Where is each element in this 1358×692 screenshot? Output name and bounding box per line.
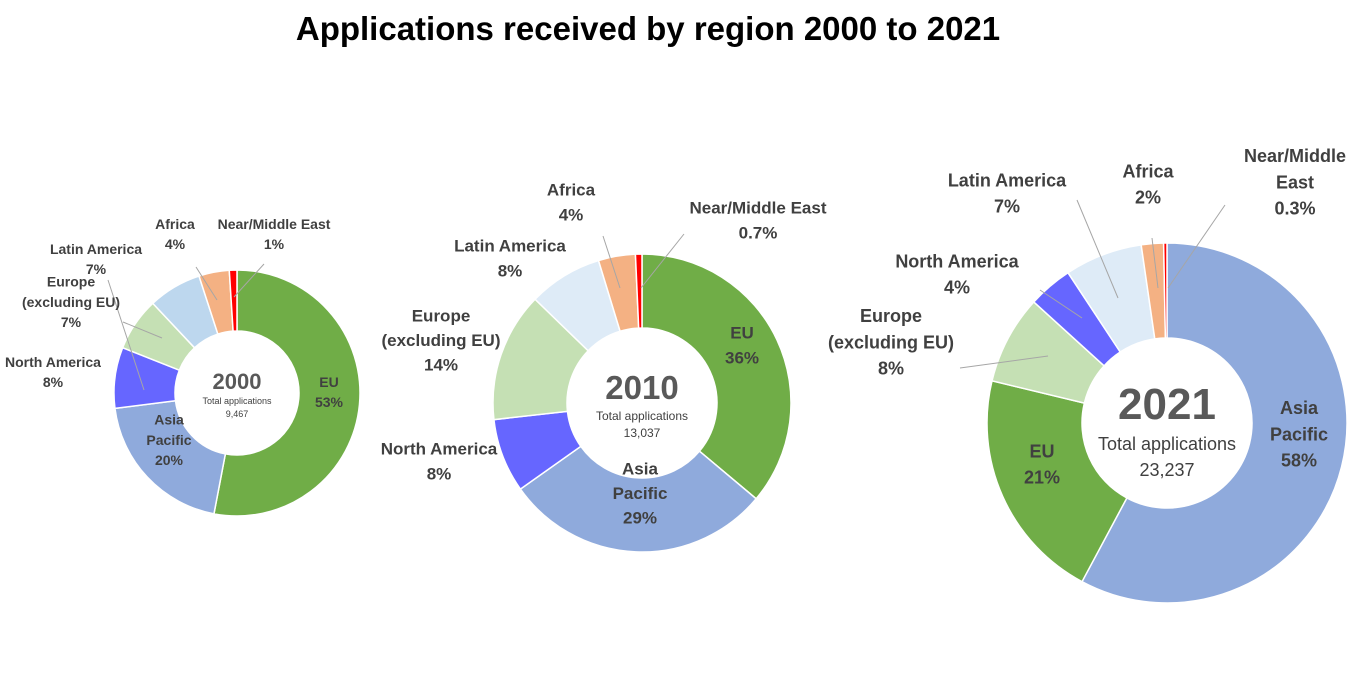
center-total: 13,037 bbox=[624, 426, 661, 440]
slice-label-africa: Africa 4% bbox=[547, 181, 596, 225]
slice-label-latin-america: Latin America 7% bbox=[948, 170, 1067, 216]
center-total: 23,237 bbox=[1139, 460, 1194, 480]
donut-chart-2010: EU 36% Asia Pacific 29% North America 8% Europe… bbox=[381, 181, 827, 553]
slice-label-eu: EU 21% bbox=[1024, 441, 1060, 487]
leader-line-africa bbox=[195, 266, 218, 301]
slice-label-asia-pacific: Asia Pacific 58% bbox=[1270, 398, 1328, 470]
slice-label-asia-pacific: Asia Pacific 20% bbox=[146, 412, 191, 469]
slice-label-europe-excluding-eu: Europe (excluding EU) 8% bbox=[828, 306, 954, 378]
slice-label-eu: EU 53% bbox=[315, 374, 344, 410]
slice-eu bbox=[986, 379, 1128, 583]
slice-label-north-america: North America 8% bbox=[381, 440, 498, 484]
leader-line-europe-excluding-eu bbox=[122, 321, 163, 339]
slice-eu bbox=[641, 253, 792, 500]
leader-line-latin-america bbox=[107, 279, 145, 391]
slice-label-near-middle-east: Near/Middle East 0.3% bbox=[1244, 146, 1346, 218]
slice-near-middle-east bbox=[1162, 242, 1168, 339]
slice-near-middle-east bbox=[228, 269, 238, 332]
leader-line-europe-excluding-eu bbox=[959, 355, 1049, 369]
slice-label-africa: Africa 4% bbox=[155, 216, 195, 252]
slice-asia-pacific bbox=[1080, 242, 1348, 604]
slice-near-middle-east bbox=[634, 253, 643, 329]
slice-label-europe-excluding-eu: Europe (excluding EU) 7% bbox=[22, 274, 120, 331]
center-year: 2021 bbox=[1118, 380, 1216, 429]
slice-label-europe-excluding-eu: Europe (excluding EU) 14% bbox=[381, 306, 500, 374]
center-year: 2010 bbox=[605, 369, 678, 406]
slice-label-near-middle-east: Near/Middle East 1% bbox=[218, 216, 331, 252]
donut-chart-2021: Asia Pacific 58% EU 21% Europe (excluding EU) 8… bbox=[828, 146, 1348, 604]
leader-line-near-middle-east bbox=[640, 233, 685, 289]
slice-asia-pacific bbox=[114, 399, 227, 515]
slice-label-latin-america: Latin America 8% bbox=[454, 237, 566, 281]
leader-line-latin-america bbox=[1076, 199, 1119, 299]
center-subtitle: Total applications bbox=[202, 396, 272, 406]
center-subtitle: Total applications bbox=[1098, 434, 1236, 454]
slice-asia-pacific bbox=[519, 445, 758, 553]
page-title: Applications received by region 2000 to … bbox=[295, 10, 1001, 47]
slice-label-north-america: North America 8% bbox=[5, 354, 101, 390]
leader-line-north-america bbox=[1039, 289, 1083, 319]
center-year: 2000 bbox=[213, 369, 262, 394]
slice-label-near-middle-east: Near/Middle East 0.7% bbox=[690, 199, 827, 243]
leader-line-africa bbox=[1151, 237, 1159, 289]
slice-label-north-america: North America 4% bbox=[895, 251, 1019, 297]
donut-chart-2000: EU 53% Asia Pacific 20% North America 8% Europe… bbox=[5, 216, 361, 517]
center-subtitle: Total applications bbox=[596, 409, 688, 423]
slice-label-asia-pacific: Asia Pacific 29% bbox=[613, 459, 668, 527]
leader-line-africa bbox=[602, 235, 621, 289]
center-total: 9,467 bbox=[226, 409, 249, 419]
slice-eu bbox=[213, 269, 361, 517]
slice-label-eu: EU 36% bbox=[725, 324, 759, 368]
slice-label-africa: Africa 2% bbox=[1122, 161, 1174, 207]
slice-label-latin-america: Latin America 7% bbox=[50, 241, 142, 277]
leader-line-near-middle-east bbox=[233, 263, 265, 298]
leader-line-near-middle-east bbox=[1167, 204, 1226, 289]
